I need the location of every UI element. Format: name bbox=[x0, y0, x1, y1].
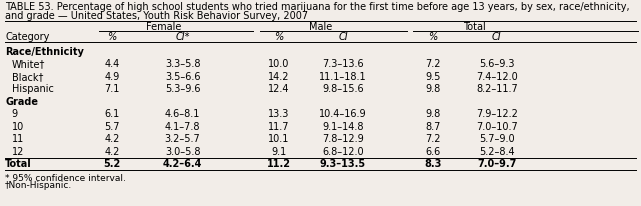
Text: 6.1: 6.1 bbox=[104, 109, 120, 119]
Text: Category: Category bbox=[5, 32, 49, 42]
Text: 7.4–12.0: 7.4–12.0 bbox=[476, 72, 518, 82]
Text: 5.7: 5.7 bbox=[104, 121, 120, 131]
Text: 3.5–6.6: 3.5–6.6 bbox=[165, 72, 201, 82]
Text: 8.7: 8.7 bbox=[425, 121, 440, 131]
Text: 12.4: 12.4 bbox=[268, 84, 290, 94]
Text: TABLE 53. Percentage of high school students who tried marijuana for the first t: TABLE 53. Percentage of high school stud… bbox=[5, 2, 629, 12]
Text: Male: Male bbox=[309, 22, 332, 32]
Text: 11.2: 11.2 bbox=[267, 159, 291, 169]
Text: 10.0: 10.0 bbox=[268, 59, 290, 69]
Text: 4.1–7.8: 4.1–7.8 bbox=[165, 121, 201, 131]
Text: 3.2–5.7: 3.2–5.7 bbox=[165, 134, 201, 144]
Text: %: % bbox=[108, 32, 117, 42]
Text: 3.0–5.8: 3.0–5.8 bbox=[165, 146, 201, 156]
Text: 7.1: 7.1 bbox=[104, 84, 120, 94]
Text: 11: 11 bbox=[12, 134, 24, 144]
Text: 6.6: 6.6 bbox=[425, 146, 440, 156]
Text: 5.3–9.6: 5.3–9.6 bbox=[165, 84, 201, 94]
Text: 10: 10 bbox=[12, 121, 24, 131]
Text: 9.1–14.8: 9.1–14.8 bbox=[322, 121, 363, 131]
Text: 9.1: 9.1 bbox=[271, 146, 287, 156]
Text: 4.2–6.4: 4.2–6.4 bbox=[163, 159, 203, 169]
Text: 5.2: 5.2 bbox=[104, 159, 121, 169]
Text: Total: Total bbox=[463, 22, 486, 32]
Text: White†: White† bbox=[12, 59, 45, 69]
Text: 4.2: 4.2 bbox=[104, 134, 120, 144]
Text: 4.2: 4.2 bbox=[104, 146, 120, 156]
Text: 7.2: 7.2 bbox=[425, 134, 440, 144]
Text: 12: 12 bbox=[12, 146, 24, 156]
Text: 9.8–15.6: 9.8–15.6 bbox=[322, 84, 363, 94]
Text: 7.3–13.6: 7.3–13.6 bbox=[322, 59, 363, 69]
Text: CI: CI bbox=[338, 32, 348, 42]
Text: Female: Female bbox=[146, 22, 181, 32]
Text: 13.3: 13.3 bbox=[268, 109, 290, 119]
Text: 3.3–5.8: 3.3–5.8 bbox=[165, 59, 201, 69]
Text: 10.4–16.9: 10.4–16.9 bbox=[319, 109, 367, 119]
Text: Total: Total bbox=[5, 159, 32, 169]
Text: 7.0–9.7: 7.0–9.7 bbox=[477, 159, 517, 169]
Text: 6.8–12.0: 6.8–12.0 bbox=[322, 146, 363, 156]
Text: 11.7: 11.7 bbox=[268, 121, 290, 131]
Text: 8.2–11.7: 8.2–11.7 bbox=[476, 84, 518, 94]
Text: %: % bbox=[428, 32, 437, 42]
Text: 7.0–10.7: 7.0–10.7 bbox=[476, 121, 518, 131]
Text: 5.2–8.4: 5.2–8.4 bbox=[479, 146, 515, 156]
Text: 9.3–13.5: 9.3–13.5 bbox=[320, 159, 366, 169]
Text: Hispanic: Hispanic bbox=[12, 84, 53, 94]
Text: 9.8: 9.8 bbox=[425, 84, 440, 94]
Text: Black†: Black† bbox=[12, 72, 43, 82]
Text: and grade — United States, Youth Risk Behavior Survey, 2007: and grade — United States, Youth Risk Be… bbox=[5, 11, 308, 21]
Text: 8.3: 8.3 bbox=[424, 159, 442, 169]
Text: Grade: Grade bbox=[5, 97, 38, 107]
Text: 11.1–18.1: 11.1–18.1 bbox=[319, 72, 367, 82]
Text: 9: 9 bbox=[12, 109, 18, 119]
Text: 4.9: 4.9 bbox=[104, 72, 120, 82]
Text: 5.7–9.0: 5.7–9.0 bbox=[479, 134, 515, 144]
Text: 7.9–12.2: 7.9–12.2 bbox=[476, 109, 518, 119]
Text: CI: CI bbox=[492, 32, 502, 42]
Text: 9.8: 9.8 bbox=[425, 109, 440, 119]
Text: 7.8–12.9: 7.8–12.9 bbox=[322, 134, 364, 144]
Text: 4.4: 4.4 bbox=[104, 59, 120, 69]
Text: 9.5: 9.5 bbox=[425, 72, 440, 82]
Text: 14.2: 14.2 bbox=[268, 72, 290, 82]
Text: †Non-Hispanic.: †Non-Hispanic. bbox=[5, 180, 72, 189]
Text: 10.1: 10.1 bbox=[268, 134, 290, 144]
Text: Race/Ethnicity: Race/Ethnicity bbox=[5, 47, 84, 57]
Text: 4.6–8.1: 4.6–8.1 bbox=[165, 109, 201, 119]
Text: CI*: CI* bbox=[176, 32, 190, 42]
Text: 7.2: 7.2 bbox=[425, 59, 440, 69]
Text: 5.6–9.3: 5.6–9.3 bbox=[479, 59, 515, 69]
Text: %: % bbox=[274, 32, 283, 42]
Text: * 95% confidence interval.: * 95% confidence interval. bbox=[5, 173, 126, 182]
